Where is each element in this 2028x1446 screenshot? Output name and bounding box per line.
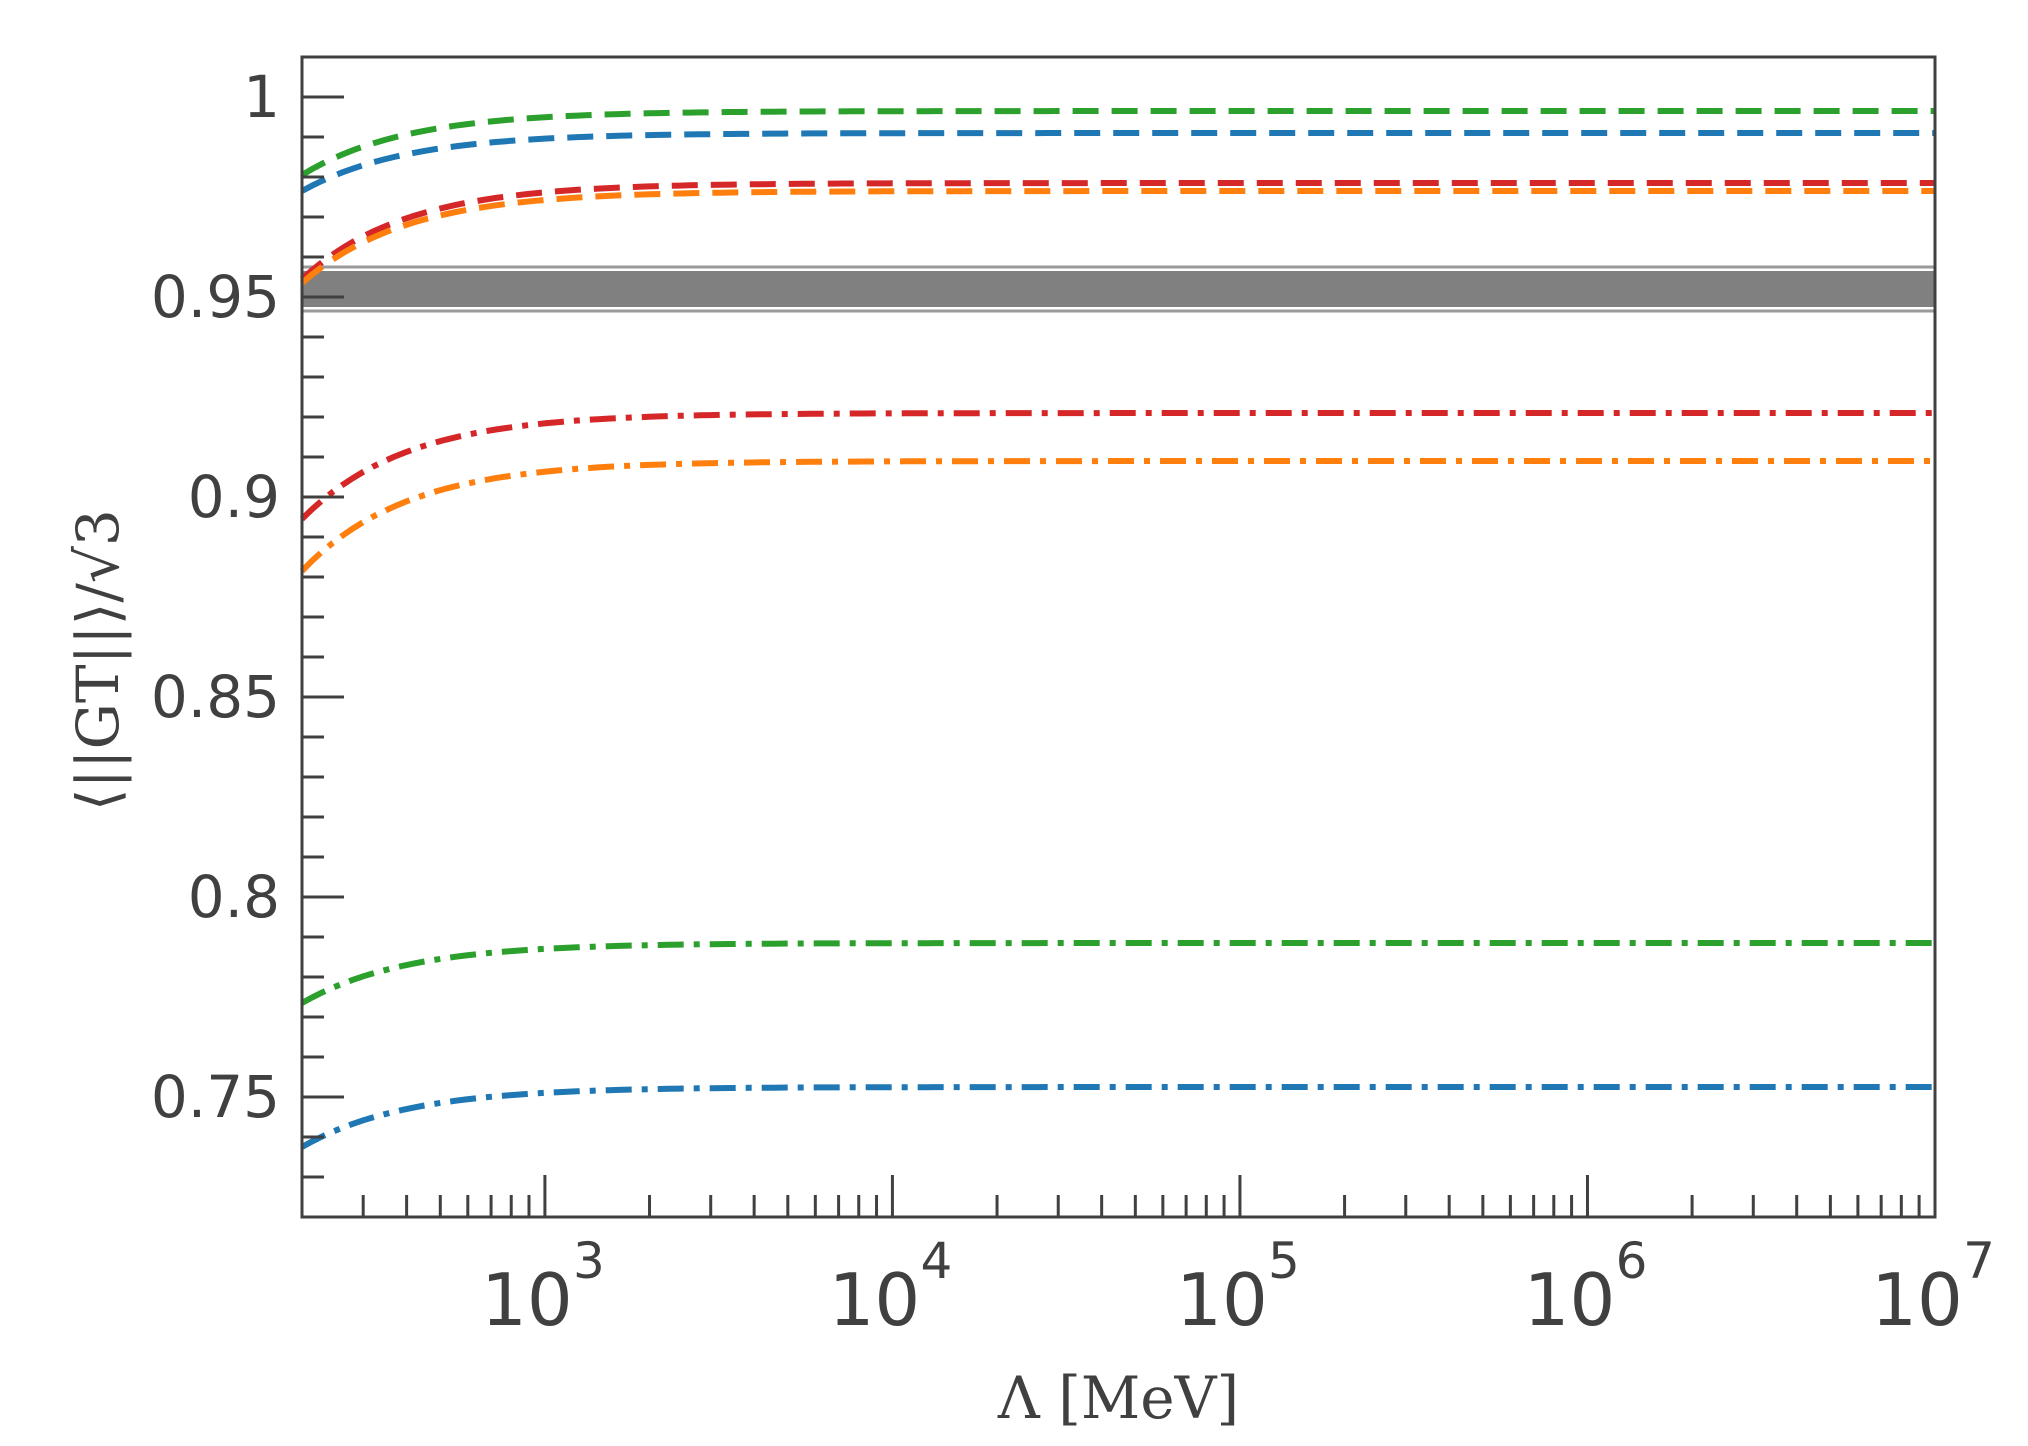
series-lines [299, 108, 1935, 1150]
series-line-2 [300, 130, 1935, 194]
y-tick-label: 0.9 [188, 463, 280, 531]
x-tick-label-exponent: 3 [573, 1232, 605, 1290]
x-tick-label-exponent: 5 [1268, 1232, 1300, 1290]
plot-frame [300, 55, 1937, 1219]
series-line-8 [300, 1084, 1935, 1150]
x-tick-label-exponent: 6 [1616, 1232, 1648, 1290]
y-tick-label: 1 [243, 63, 280, 131]
series-line-5 [299, 410, 1935, 522]
y-tick-label: 0.75 [151, 1063, 280, 1131]
uncertainty-band [302, 265, 1935, 313]
y-tick-label: 0.85 [151, 663, 280, 731]
y-tick-label: 0.8 [188, 863, 280, 931]
x-tick-label: 10 [1524, 1258, 1616, 1342]
band-fill [302, 271, 1935, 307]
series-line-4 [300, 188, 1935, 286]
y-tick-label: 0.95 [151, 263, 280, 331]
series-line-7 [300, 940, 1935, 1006]
x-tick-label: 10 [481, 1258, 573, 1342]
axis-ticks [300, 55, 1937, 1219]
x-tick-label-exponent: 4 [921, 1232, 953, 1290]
x-axis-label: Λ [MeV] [997, 1364, 1239, 1432]
x-tick-label-exponent: 7 [1963, 1232, 1995, 1290]
x-tick-label: 10 [1176, 1258, 1268, 1342]
y-axis-label: ⟨||GT||⟩/√3 [64, 509, 132, 811]
series-line-6 [299, 458, 1935, 574]
x-tick-label: 10 [1871, 1258, 1963, 1342]
series-line-1 [300, 108, 1935, 178]
series-line-3 [300, 180, 1935, 282]
x-tick-label: 10 [829, 1258, 921, 1342]
